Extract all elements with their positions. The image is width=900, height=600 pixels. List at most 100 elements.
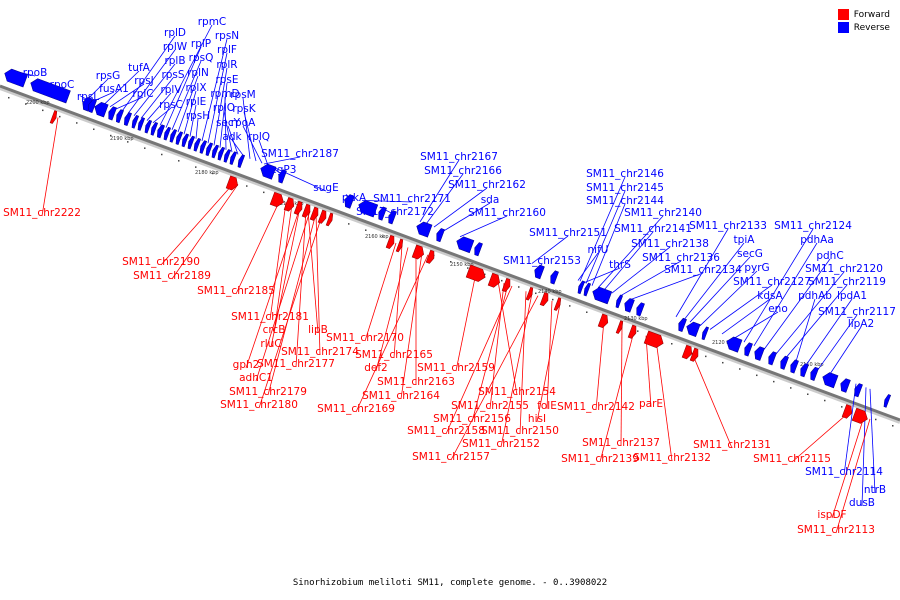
gene-label[interactable]: SM11_chr2167: [420, 151, 498, 163]
gene-label[interactable]: SM11_chr2163: [377, 376, 455, 388]
forward-gene[interactable]: [317, 209, 328, 224]
gene-label[interactable]: SM11_chr2155: [451, 400, 529, 412]
gene-label[interactable]: SM11_chr2154: [478, 386, 556, 398]
gene-label[interactable]: parE: [639, 398, 663, 410]
gene-label[interactable]: SM11_chr2131: [693, 439, 771, 451]
forward-gene[interactable]: [465, 264, 487, 283]
gene-label[interactable]: SM11_chr2127: [733, 276, 811, 288]
reverse-gene[interactable]: [548, 270, 559, 285]
reverse-gene[interactable]: [342, 193, 355, 209]
gene-label[interactable]: SM11_chr2120: [805, 263, 883, 275]
gene-label[interactable]: SM11_chr2124: [774, 220, 852, 232]
gene-label[interactable]: SM11_chr2156: [433, 413, 511, 425]
forward-gene[interactable]: [293, 200, 304, 215]
forward-gene[interactable]: [501, 277, 512, 293]
gene-label[interactable]: SM11_chr2190: [122, 256, 200, 268]
gene-label[interactable]: adk: [222, 131, 242, 143]
gene-label[interactable]: SM11_chr2117: [818, 306, 896, 318]
reverse-gene[interactable]: [192, 138, 202, 152]
gene-label[interactable]: SM11_chr2132: [633, 452, 711, 464]
gene-label[interactable]: SM11_chr2153: [503, 255, 581, 267]
gene-label[interactable]: crcB: [263, 324, 286, 336]
gene-label[interactable]: tufA: [128, 62, 150, 74]
gene-label[interactable]: rplR: [216, 59, 237, 71]
gene-label[interactable]: ispDF: [817, 509, 846, 521]
gene-label[interactable]: rplP: [191, 38, 211, 50]
reverse-gene[interactable]: [143, 119, 153, 134]
gene-label[interactable]: kdsA: [757, 290, 783, 302]
gene-label[interactable]: SM11_chr2169: [317, 403, 395, 415]
forward-gene[interactable]: [309, 206, 320, 221]
forward-gene[interactable]: [395, 238, 404, 253]
forward-gene[interactable]: [615, 320, 624, 335]
reverse-gene[interactable]: [276, 169, 287, 184]
gene-label[interactable]: SM11_chr2179: [229, 386, 307, 398]
gene-label[interactable]: SM11_chr2136: [642, 252, 720, 264]
gene-label[interactable]: rpmD: [210, 88, 239, 100]
reverse-gene[interactable]: [228, 151, 238, 166]
gene-label[interactable]: rplO: [213, 102, 235, 114]
gene-label[interactable]: SM11_chr2185: [197, 285, 275, 297]
gene-label[interactable]: SM11_chr2133: [689, 220, 767, 232]
reverse-gene[interactable]: [356, 199, 379, 218]
reverse-gene[interactable]: [852, 383, 863, 398]
forward-gene[interactable]: [301, 203, 312, 218]
gene-label[interactable]: SM11_chr2144: [586, 195, 664, 207]
gene-label[interactable]: rpsL: [77, 91, 99, 103]
gene-label[interactable]: SM11_chr2141: [614, 223, 692, 235]
gene-label[interactable]: SM11_chr2187: [261, 148, 339, 160]
gene-label[interactable]: nifU: [588, 244, 609, 256]
reverse-gene[interactable]: [454, 235, 475, 254]
forward-gene[interactable]: [553, 297, 562, 312]
forward-gene[interactable]: [425, 249, 436, 264]
gene-label[interactable]: lipB: [308, 324, 328, 336]
gene-label[interactable]: SM11_chr2166: [424, 165, 502, 177]
forward-gene[interactable]: [49, 110, 58, 125]
gene-label[interactable]: rpsC: [159, 99, 183, 111]
forward-gene[interactable]: [269, 191, 286, 208]
reverse-gene[interactable]: [838, 377, 851, 393]
reverse-gene[interactable]: [622, 297, 635, 313]
gene-label[interactable]: SM11_chr2137: [582, 437, 660, 449]
reverse-gene[interactable]: [882, 394, 892, 408]
gene-label[interactable]: rplW: [163, 41, 188, 53]
forward-gene[interactable]: [689, 347, 700, 362]
reverse-gene[interactable]: [149, 122, 159, 136]
reverse-gene[interactable]: [634, 302, 645, 317]
reverse-gene[interactable]: [168, 129, 178, 143]
gene-label[interactable]: pdhAa: [800, 234, 834, 246]
gene-label[interactable]: folE: [537, 400, 557, 412]
gene-label[interactable]: SM11_chr2222: [3, 207, 81, 219]
reverse-gene[interactable]: [532, 264, 545, 280]
gene-label[interactable]: SM11_chr2189: [133, 270, 211, 282]
gene-label[interactable]: SM11_chr2152: [462, 438, 540, 450]
gene-label[interactable]: SM11_chr2158: [407, 425, 485, 437]
reverse-gene[interactable]: [808, 366, 819, 381]
gene-label[interactable]: rplQ: [248, 131, 270, 143]
reverse-gene[interactable]: [180, 133, 190, 148]
reverse-gene[interactable]: [222, 149, 232, 163]
reverse-gene[interactable]: [106, 106, 117, 121]
forward-gene[interactable]: [411, 244, 426, 261]
reverse-gene[interactable]: [582, 282, 592, 297]
reverse-gene[interactable]: [122, 112, 132, 127]
gene-label[interactable]: SM11_chr2174: [281, 346, 359, 358]
gene-label[interactable]: SM11_chr2119: [808, 276, 886, 288]
gene-label[interactable]: sda: [481, 194, 500, 206]
forward-gene[interactable]: [487, 272, 502, 289]
forward-gene[interactable]: [627, 324, 638, 339]
gene-label[interactable]: SM11_chr2177: [257, 358, 335, 370]
gene-label[interactable]: rpsE: [215, 74, 238, 86]
forward-gene[interactable]: [283, 197, 296, 212]
gene-label[interactable]: secY: [216, 117, 241, 129]
gene-label[interactable]: lpdA1: [837, 290, 867, 302]
gene-label[interactable]: rplN: [187, 67, 209, 79]
gene-label[interactable]: fusA1: [99, 83, 129, 95]
reverse-gene[interactable]: [216, 146, 226, 161]
gene-label[interactable]: SM11_chr2172: [356, 206, 434, 218]
gene-label[interactable]: SM11_chr2171: [373, 193, 451, 205]
gene-label[interactable]: rpsM: [230, 89, 256, 101]
reverse-gene[interactable]: [386, 210, 397, 225]
reverse-gene[interactable]: [258, 162, 277, 180]
reverse-gene[interactable]: [684, 320, 701, 338]
